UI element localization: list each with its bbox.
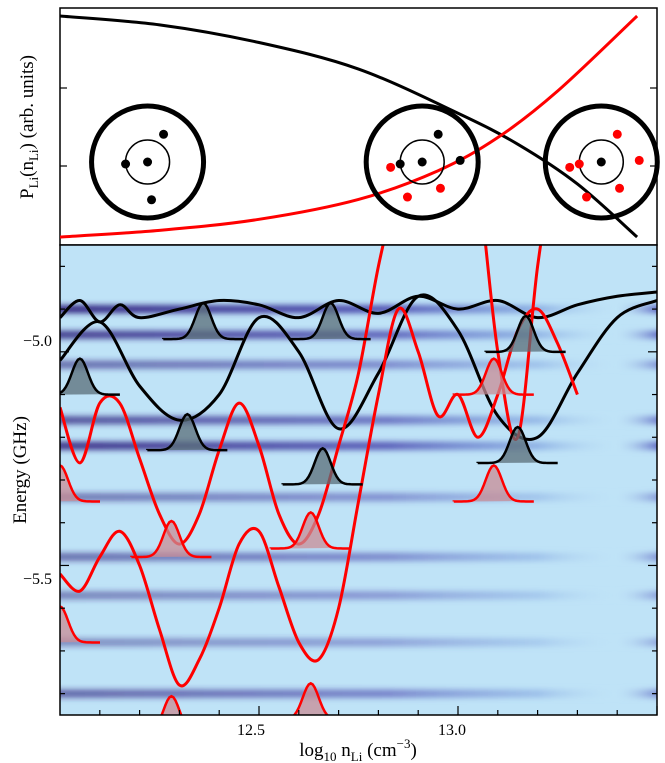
electron xyxy=(565,162,575,172)
atom-nucleus xyxy=(596,157,606,167)
atom-outer-shell xyxy=(542,103,660,221)
heatmap-band-1 xyxy=(60,330,657,339)
potential-curve-1 xyxy=(60,293,657,441)
wavepacket-9 xyxy=(452,464,534,503)
wavepacket-1 xyxy=(290,301,371,341)
x-tick-label-13.0: 13.0 xyxy=(438,722,466,739)
heatmap-band-2 xyxy=(60,360,657,369)
wavepacket-outline xyxy=(453,357,534,396)
wavepacket-outline xyxy=(60,464,100,503)
electron xyxy=(402,192,412,202)
heatmap-band-4 xyxy=(60,441,657,450)
wavepacket-outline xyxy=(292,681,330,715)
top-ylabel: PLi(nLi) (arb. units) xyxy=(17,55,41,199)
wavepacket-outline xyxy=(485,314,566,354)
electron xyxy=(582,192,592,202)
wavepacket-0 xyxy=(163,301,244,341)
wavepacket-outline xyxy=(131,519,212,559)
electron xyxy=(574,159,584,169)
y-tick-label-neg5.5: −5.5 xyxy=(23,571,52,588)
bottom-xlabel: log10 nLi (cm−3) xyxy=(299,736,417,763)
heatmap-bands xyxy=(60,305,657,698)
wavepacket-outline xyxy=(281,446,363,486)
wavepacket-outline xyxy=(477,425,558,465)
wavepacket-14 xyxy=(292,681,330,715)
wavepacket-outline xyxy=(269,511,351,550)
electron xyxy=(612,129,622,139)
electron xyxy=(433,129,443,139)
heatmap-band-6 xyxy=(60,552,657,561)
atom-outer-shell xyxy=(363,103,481,221)
wavepacket-outline xyxy=(60,357,120,396)
atom-diagrams xyxy=(89,103,660,221)
wavepacket-3 xyxy=(60,357,120,396)
heatmap-band-8 xyxy=(60,638,657,647)
wavepacket-10 xyxy=(131,519,212,559)
heatmap-band-0 xyxy=(60,305,657,314)
wavepacket-outline xyxy=(452,464,534,503)
wavepacket-8 xyxy=(60,464,100,503)
electron xyxy=(159,129,169,139)
probability-curves xyxy=(60,14,639,239)
probability-curve-1 xyxy=(60,14,639,239)
bottom-panel-ticks xyxy=(60,265,658,715)
heatmap-band-9 xyxy=(60,689,657,698)
atom-0 xyxy=(89,103,207,221)
top-panel: PLi(nLi) (arb. units) xyxy=(17,7,660,246)
heatmap-background xyxy=(60,245,657,715)
wavepacket-4 xyxy=(147,412,228,452)
wavepacket-outline xyxy=(290,301,371,341)
atom-outer-shell xyxy=(89,103,207,221)
atom-2 xyxy=(542,103,660,221)
wavepacket-outline xyxy=(60,605,100,644)
heatmap-band-7 xyxy=(60,591,657,600)
electron xyxy=(395,159,405,169)
y-tick-label-neg5.0: −5.0 xyxy=(23,333,52,350)
potential-curves xyxy=(60,245,657,688)
wavepacket-outline xyxy=(160,694,183,715)
wavepacket-2 xyxy=(485,314,566,354)
bottom-ylabel: Energy (GHz) xyxy=(10,416,31,524)
electron xyxy=(455,155,465,165)
electron xyxy=(435,183,445,193)
potential-curve-3 xyxy=(60,306,579,688)
top-panel-ticks xyxy=(60,87,657,167)
wavepacket-outline xyxy=(163,301,244,341)
wavepacket-12 xyxy=(60,605,100,644)
probability-curve-0 xyxy=(60,14,639,239)
wavepacket-13 xyxy=(160,694,183,715)
wavepacket-7 xyxy=(453,357,534,396)
potential-curve-0 xyxy=(60,290,657,324)
wavepacket-11 xyxy=(269,511,351,550)
electron xyxy=(121,159,131,169)
wavepackets xyxy=(60,301,566,715)
electron xyxy=(147,195,157,205)
electron xyxy=(386,162,396,172)
atom-nucleus xyxy=(143,157,153,167)
wavepacket-fill xyxy=(161,696,182,715)
potential-curve-2 xyxy=(60,245,543,546)
electron xyxy=(615,183,625,193)
wavepacket-outline xyxy=(147,412,228,452)
bottom-panel: 12.5 13.0 −5.0 −5.5 Energy (GHz) log10 n… xyxy=(10,244,658,763)
wavepacket-fill xyxy=(294,683,328,715)
heatmap-band-3 xyxy=(60,416,657,425)
wavepacket-5 xyxy=(281,446,363,486)
atom-1 xyxy=(363,103,481,221)
atom-nucleus xyxy=(417,157,427,167)
electron xyxy=(634,155,644,165)
x-tick-label-12.5: 12.5 xyxy=(237,722,265,739)
wavepacket-6 xyxy=(477,425,558,465)
